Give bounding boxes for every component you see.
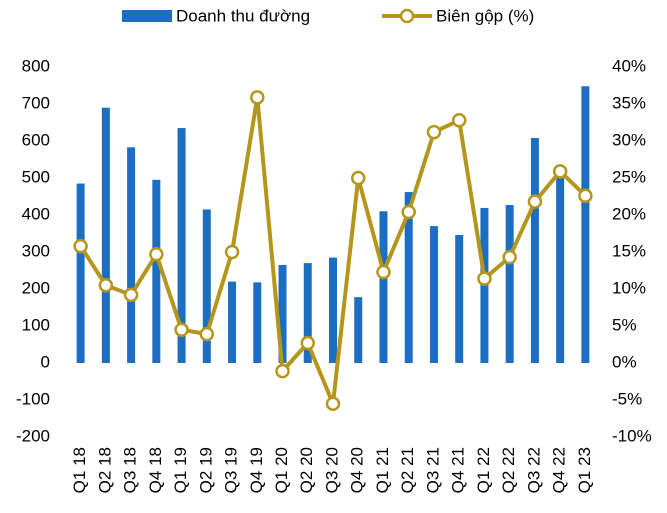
bar xyxy=(404,192,413,363)
x-tick-label: Q1 21 xyxy=(373,447,392,493)
x-tick-label: Q3 20 xyxy=(322,447,341,493)
line-marker xyxy=(149,246,164,262)
line-marker xyxy=(502,249,517,265)
y-tick-label: 600 xyxy=(22,130,50,149)
y-tick-label: 500 xyxy=(22,167,50,186)
line-marker xyxy=(123,287,139,303)
y2-tick-label: 5% xyxy=(612,315,637,334)
bar xyxy=(177,128,186,363)
y-tick-label: -200 xyxy=(16,426,50,445)
y2-tick-label: 10% xyxy=(612,278,646,297)
line-marker xyxy=(451,113,467,128)
bar xyxy=(202,209,211,363)
y-tick-label: -100 xyxy=(16,389,50,408)
line-marker xyxy=(527,194,543,209)
y-tick-label: 200 xyxy=(22,278,50,297)
bar xyxy=(455,234,464,363)
legend-label: Doanh thu đường xyxy=(176,6,310,25)
line-marker xyxy=(224,244,240,260)
x-tick-label: Q4 19 xyxy=(247,447,266,493)
y-tick-label: 300 xyxy=(22,241,50,260)
line-marker xyxy=(199,326,215,342)
line-marker xyxy=(325,396,341,411)
y2-tick-label: 35% xyxy=(612,93,646,112)
y2-tick-label: 20% xyxy=(612,204,646,223)
line-marker xyxy=(300,335,316,351)
bar xyxy=(429,226,438,363)
x-tick-label: Q1 18 xyxy=(70,447,89,493)
y-tick-label: 100 xyxy=(22,315,50,334)
x-tick-label: Q1 19 xyxy=(171,447,190,493)
line-marker xyxy=(350,170,366,186)
x-tick-label: Q2 20 xyxy=(297,447,316,493)
x-tick-label: Q3 18 xyxy=(121,447,140,493)
bar xyxy=(76,183,85,363)
line-marker xyxy=(73,238,88,254)
y2-tick-label: 30% xyxy=(612,130,646,149)
y2-tick-label: 40% xyxy=(612,56,646,75)
x-tick-label: Q2 18 xyxy=(95,447,114,493)
legend-label: Biên gộp (%) xyxy=(436,6,534,25)
x-tick-label: Q1 20 xyxy=(272,447,291,493)
x-tick-label: Q3 21 xyxy=(423,447,442,493)
y-tick-label: 0 xyxy=(41,352,50,371)
bar xyxy=(354,297,363,363)
y2-tick-label: 0% xyxy=(612,352,637,371)
x-tick-label: Q2 19 xyxy=(196,447,215,493)
line-marker xyxy=(275,363,290,379)
line-marker xyxy=(426,124,442,140)
bar xyxy=(329,257,337,363)
x-tick-label: Q4 21 xyxy=(449,447,468,493)
y2-tick-label: -5% xyxy=(612,389,642,408)
x-tick-label: Q1 22 xyxy=(474,447,493,493)
y2-tick-label: 15% xyxy=(612,241,646,260)
bar xyxy=(530,138,539,363)
line-marker xyxy=(578,188,593,204)
x-tick-label: Q1 23 xyxy=(575,447,594,493)
bar xyxy=(152,179,161,363)
bar xyxy=(253,282,262,363)
x-tick-label: Q2 22 xyxy=(499,447,518,493)
line-marker xyxy=(401,204,416,220)
bar xyxy=(278,264,287,363)
line-marker xyxy=(250,90,265,105)
y2-tick-label: -10% xyxy=(612,426,652,445)
legend-swatch xyxy=(122,10,172,22)
bar xyxy=(101,107,110,363)
x-tick-label: Q2 21 xyxy=(398,447,417,493)
bar xyxy=(581,86,590,364)
x-tick-label: Q3 22 xyxy=(524,447,543,493)
line-marker xyxy=(552,164,568,179)
x-tick-label: Q4 22 xyxy=(550,447,569,493)
y-tick-label: 800 xyxy=(22,56,50,75)
line-marker xyxy=(477,271,492,286)
x-tick-label: Q4 18 xyxy=(146,447,165,493)
bar xyxy=(556,178,565,363)
line-marker xyxy=(98,278,114,293)
y2-tick-label: 25% xyxy=(612,167,646,186)
bar xyxy=(127,147,136,363)
bar xyxy=(379,211,388,363)
line-marker xyxy=(174,322,189,337)
legend-marker xyxy=(399,8,415,24)
y-tick-label: 400 xyxy=(22,204,50,223)
y-tick-label: 700 xyxy=(22,93,50,112)
line-marker xyxy=(376,264,391,280)
x-tick-label: Q3 19 xyxy=(222,447,241,493)
bar xyxy=(505,205,514,363)
bar xyxy=(228,281,237,363)
x-tick-label: Q4 20 xyxy=(348,447,367,493)
bar xyxy=(303,263,312,363)
